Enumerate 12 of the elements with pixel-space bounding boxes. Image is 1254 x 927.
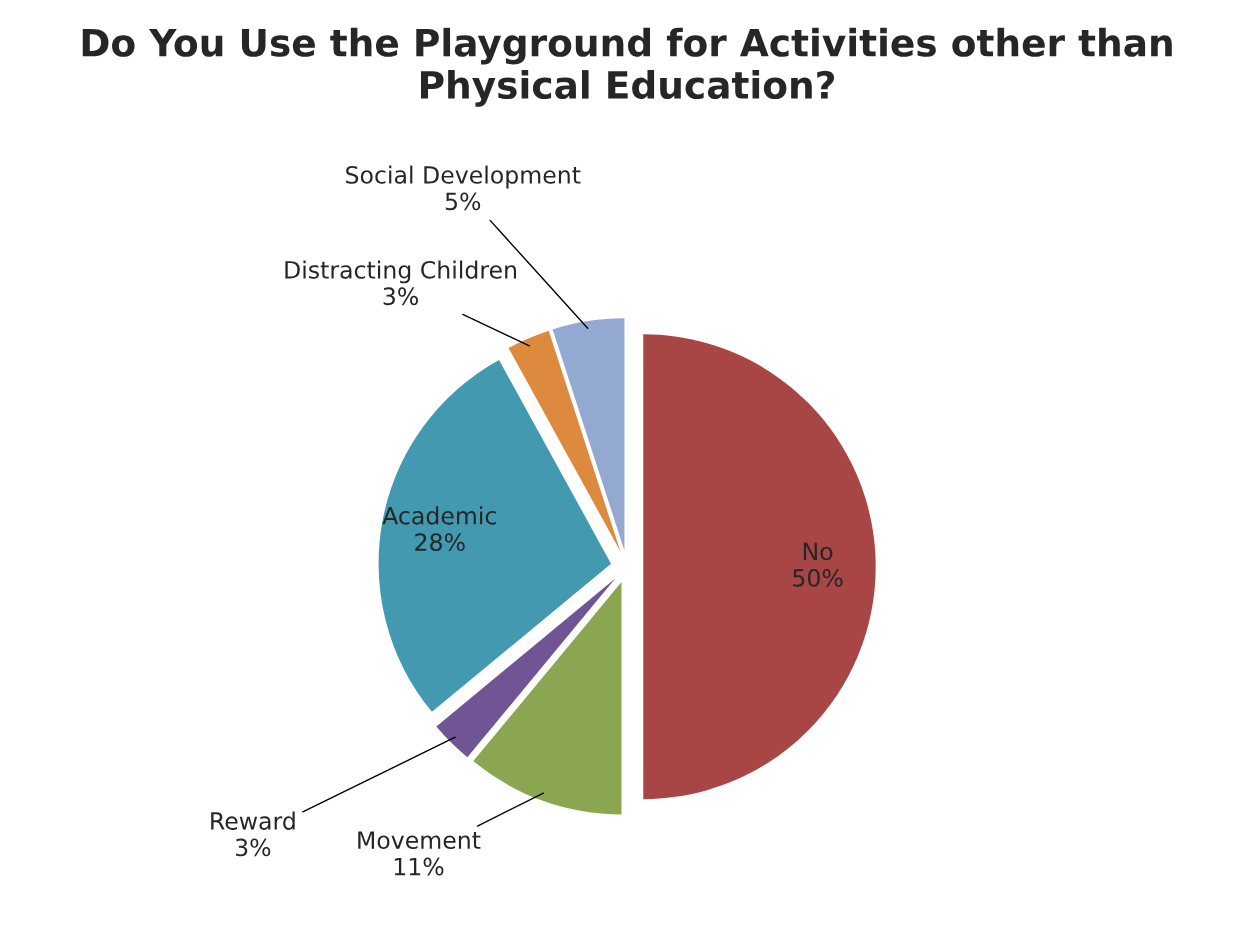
data-label: 28% xyxy=(415,533,465,552)
slice-label: Distracting Children xyxy=(285,260,517,284)
chart-title: Do You Use the Playground for Activities other than Physical Education? xyxy=(82,27,1172,107)
data-label: 3% xyxy=(235,838,271,857)
data-label: 5% xyxy=(445,192,481,211)
data-label: 11% xyxy=(394,857,444,876)
slice-label: Movement xyxy=(358,831,481,850)
slice-label: Reward xyxy=(211,811,295,830)
slice-label: No xyxy=(803,542,833,561)
data-label: 3% xyxy=(383,287,418,306)
data-label: 50% xyxy=(793,568,843,587)
slice-label: Social Development xyxy=(346,165,581,189)
